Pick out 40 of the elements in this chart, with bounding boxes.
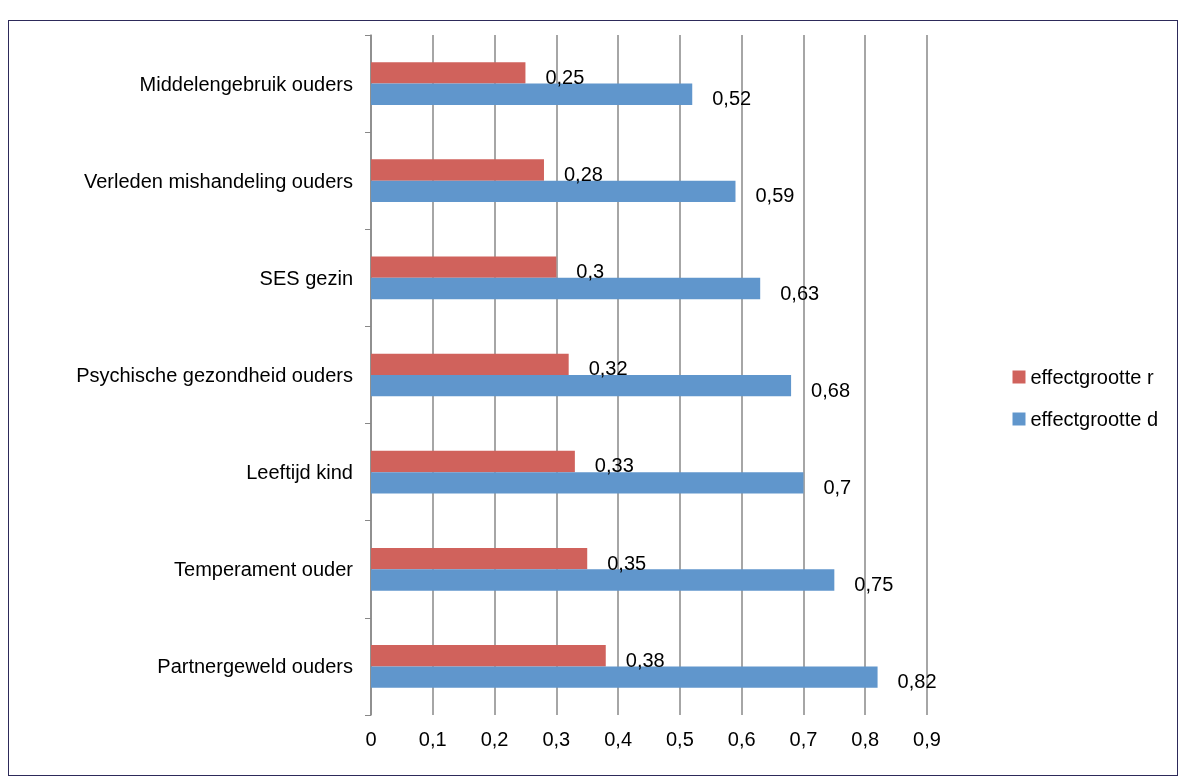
y-tick-label: Middelengebruik ouders — [139, 72, 353, 95]
y-tick-label: Psychische gezondheid ouders — [76, 364, 353, 386]
data-label: 0,75 — [854, 572, 894, 595]
bar — [371, 256, 557, 278]
data-label: 0,3 — [576, 260, 605, 283]
legend-label: effectgrootte r — [1030, 366, 1154, 388]
data-label: 0,82 — [897, 670, 937, 693]
bar — [371, 450, 575, 473]
y-tick-label: Partnergeweld ouders — [157, 655, 353, 678]
x-tick-label: 0,2 — [480, 728, 509, 750]
y-tick-label: SES gezin — [259, 266, 353, 289]
x-tick-label: 0,6 — [727, 728, 756, 750]
data-label: 0,33 — [594, 454, 634, 477]
x-tick-label: 0,7 — [789, 728, 818, 750]
legend-label: effectgrootte d — [1030, 408, 1158, 430]
bar — [371, 62, 526, 84]
x-tick-label: 0,8 — [851, 728, 880, 750]
y-tick-label: Temperament ouder — [174, 558, 354, 581]
bar — [371, 547, 588, 570]
data-label: 0,38 — [625, 648, 665, 671]
x-tick-label: 0 — [365, 728, 377, 750]
data-label: 0,68 — [811, 378, 851, 401]
y-tick-label: Leeftijd kind — [246, 461, 353, 484]
x-tick-label: 0,5 — [665, 728, 694, 750]
data-label: 0,35 — [607, 551, 647, 574]
y-tick-label: Verleden mishandeling ouders — [83, 169, 353, 192]
data-label: 0,59 — [755, 184, 795, 207]
bar — [371, 159, 544, 181]
bar — [371, 353, 569, 375]
bar — [371, 645, 606, 667]
x-tick-label: 0,4 — [604, 728, 633, 750]
data-label: 0,25 — [545, 65, 585, 88]
data-label: 0,52 — [712, 87, 752, 110]
data-label: 0,63 — [780, 281, 820, 304]
data-label: 0,28 — [563, 163, 603, 186]
x-tick-label: 0,3 — [542, 728, 571, 750]
x-tick-label: 0,1 — [418, 728, 447, 750]
data-label: 0,7 — [823, 475, 852, 498]
data-label: 0,32 — [588, 357, 628, 380]
x-tick-label: 0,9 — [913, 728, 941, 750]
